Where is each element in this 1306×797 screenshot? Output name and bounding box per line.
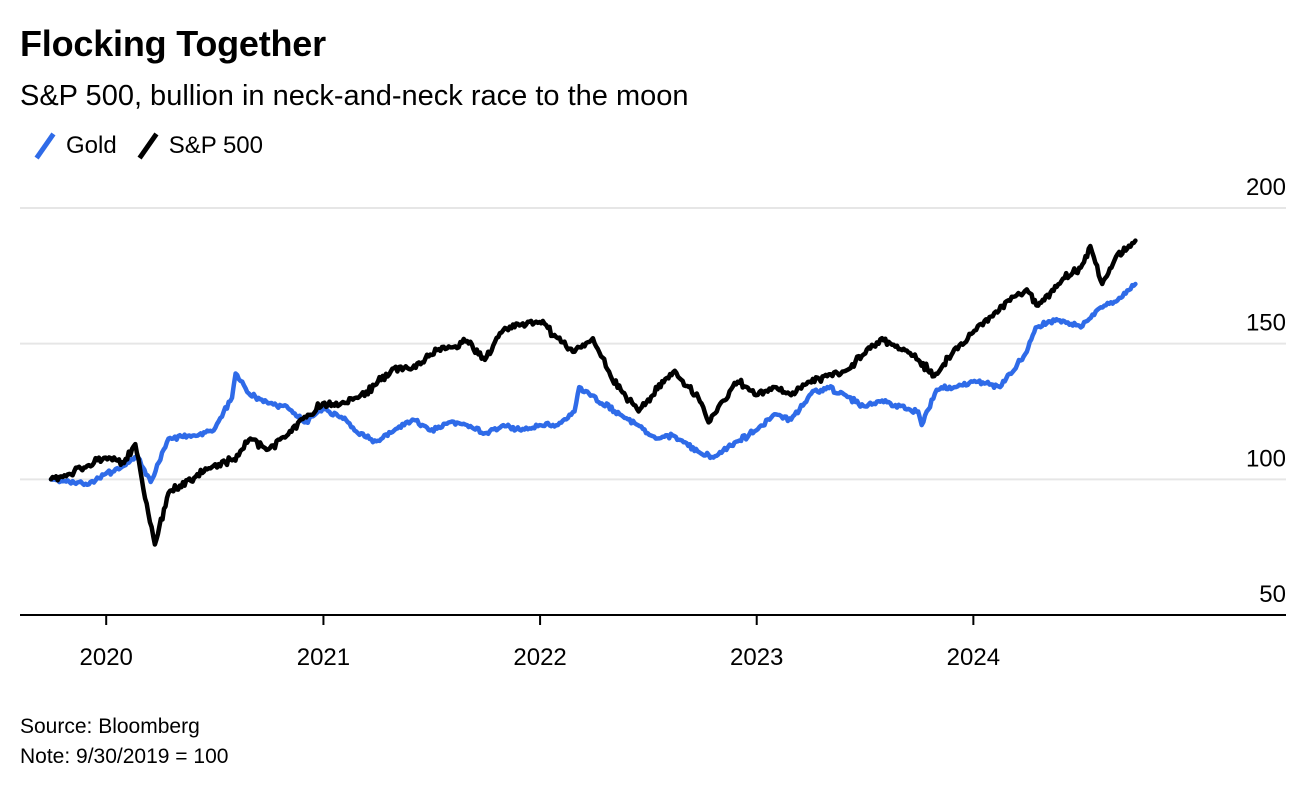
x-tick-label: 2024 xyxy=(947,644,1000,671)
chart-title: Flocking Together xyxy=(20,23,326,64)
x-tick-label: 2022 xyxy=(513,644,566,671)
x-tick-label: 2023 xyxy=(730,644,783,671)
base-note: Note: 9/30/2019 = 100 xyxy=(20,745,229,768)
legend-label-gold: Gold xyxy=(66,132,117,159)
legend-swatch-sp500 xyxy=(137,132,159,160)
y-tick-label: 200 xyxy=(1246,174,1286,201)
y-tick-label: 100 xyxy=(1246,445,1286,472)
x-tick-label: 2020 xyxy=(80,644,133,671)
chart-subtitle: S&P 500, bullion in neck-and-neck race t… xyxy=(20,80,689,112)
legend-label-sp500: S&P 500 xyxy=(168,132,264,159)
legend-swatch-gold xyxy=(34,132,56,160)
legend-item-gold: Gold xyxy=(34,132,117,160)
series-line-gold xyxy=(48,281,1138,488)
y-tick-label: 150 xyxy=(1246,310,1286,337)
legend-item-sp500: S&P 500 xyxy=(137,132,263,160)
source-note: Source: Bloomberg xyxy=(20,715,200,738)
legend: Gold S&P 500 xyxy=(34,128,263,164)
y-tick-label: 50 xyxy=(1259,581,1286,608)
x-tick-label: 2021 xyxy=(297,644,350,671)
series-line-sp500 xyxy=(48,238,1138,547)
